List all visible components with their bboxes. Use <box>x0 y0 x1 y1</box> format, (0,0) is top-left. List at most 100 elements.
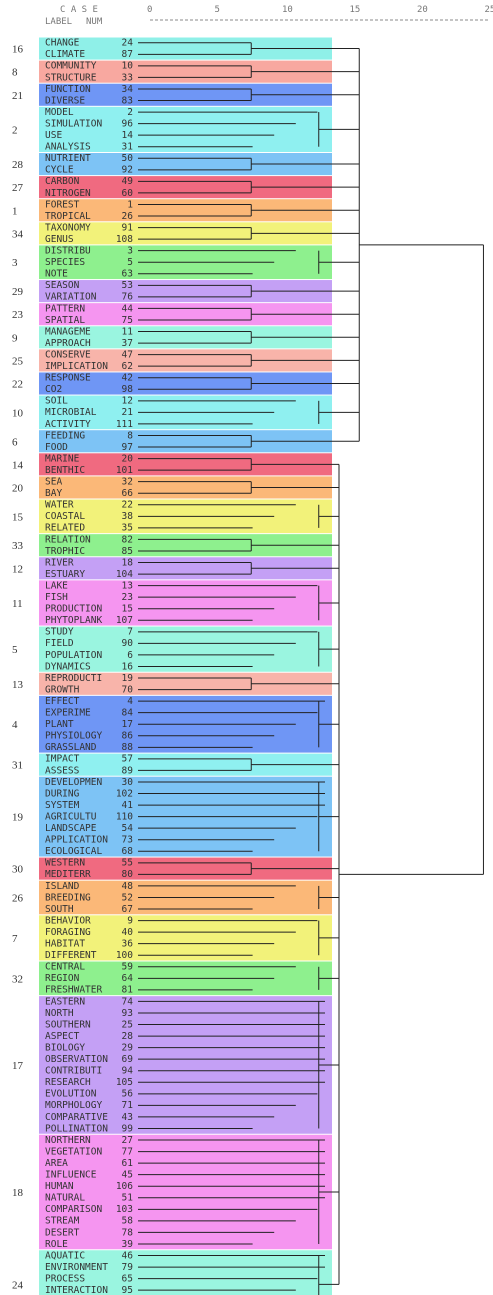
item-number: 100 <box>116 950 133 961</box>
item-label: STRUCTURE <box>45 72 97 83</box>
cluster-band <box>39 915 332 961</box>
item-number: 90 <box>122 638 134 649</box>
item-label: GRASSLAND <box>45 742 97 753</box>
item-number: 1 <box>127 199 133 210</box>
item-number: 98 <box>122 384 134 395</box>
item-label: DURING <box>45 788 80 799</box>
item-number: 2 <box>127 107 133 118</box>
cluster-number: 32 <box>12 973 23 985</box>
item-number: 75 <box>122 315 133 326</box>
item-label: MODEL <box>45 107 74 118</box>
cluster-band <box>39 60 332 83</box>
item-number: 53 <box>122 280 133 291</box>
cluster-number: 9 <box>12 332 18 344</box>
item-label: RESEARCH <box>45 1077 91 1088</box>
scale-tick-label: 25 <box>485 5 493 15</box>
item-label: DESERT <box>45 1227 80 1238</box>
item-label: AQUATIC <box>45 1250 85 1261</box>
item-label: MICROBIAL <box>45 407 97 418</box>
item-number: 103 <box>116 1204 133 1215</box>
item-label: FOREST <box>45 199 80 210</box>
item-number: 52 <box>122 892 133 903</box>
item-number: 105 <box>116 1077 133 1088</box>
cluster-band <box>39 580 332 626</box>
cluster-number: 21 <box>12 90 23 102</box>
cluster-number: 24 <box>12 1279 24 1291</box>
cluster-number: 13 <box>12 679 24 691</box>
cluster-number: 6 <box>12 436 18 448</box>
item-number: 50 <box>122 153 134 164</box>
item-label: CLIMATE <box>45 49 85 60</box>
item-number: 9 <box>127 915 133 926</box>
item-number: 63 <box>122 269 133 280</box>
item-label: EFFECT <box>45 696 80 707</box>
item-label: TROPHIC <box>45 546 85 557</box>
item-label: USE <box>45 130 62 141</box>
item-number: 87 <box>122 49 133 60</box>
item-label: EASTERN <box>45 996 85 1007</box>
item-label: BENTHIC <box>45 465 85 476</box>
item-label: BIOLOGY <box>45 1042 85 1053</box>
item-number: 38 <box>122 511 134 522</box>
item-number: 24 <box>122 38 134 49</box>
item-label: SOUTH <box>45 904 74 915</box>
cluster-band <box>39 626 332 672</box>
item-number: 26 <box>122 211 134 222</box>
item-number: 14 <box>122 130 134 141</box>
item-number: 41 <box>122 800 134 811</box>
item-label: HUMAN <box>45 1181 74 1192</box>
item-number: 28 <box>122 1031 134 1042</box>
item-label: LAKE <box>45 580 68 591</box>
item-number: 12 <box>122 396 133 407</box>
item-label: SOUTHERN <box>45 1019 91 1030</box>
item-number: 99 <box>122 1123 134 1134</box>
item-number: 56 <box>122 1089 134 1100</box>
cluster-number: 1 <box>12 205 18 217</box>
item-number: 44 <box>122 303 134 314</box>
item-number: 7 <box>127 627 133 638</box>
scale-tick-label: 5 <box>215 5 220 15</box>
item-label: ACTIVITY <box>45 419 91 430</box>
item-number: 78 <box>122 1227 134 1238</box>
item-label: NORTH <box>45 1008 74 1019</box>
cluster-band <box>39 476 332 499</box>
item-label: ENVIRONMENT <box>45 1262 108 1273</box>
item-label: APPROACH <box>45 338 91 349</box>
item-number: 93 <box>122 1008 133 1019</box>
item-label: ESTUARY <box>45 569 85 580</box>
item-number: 106 <box>116 1181 133 1192</box>
item-label: IMPLICATION <box>45 361 108 372</box>
cluster-band <box>39 222 332 245</box>
num-column-header: NUM <box>86 17 103 27</box>
item-label: SEA <box>45 477 62 488</box>
item-number: 94 <box>122 1066 134 1077</box>
item-label: DYNAMICS <box>45 661 91 672</box>
item-label: RELATION <box>45 534 91 545</box>
item-label: GROWTH <box>45 684 80 695</box>
item-label: VEGETATION <box>45 1146 102 1157</box>
item-number: 83 <box>122 95 133 106</box>
item-label: OBSERVATION <box>45 1054 108 1065</box>
scale-tick-label: 20 <box>417 5 428 15</box>
item-label: NITROGEN <box>45 188 91 199</box>
item-label: LANDSCAPE <box>45 823 97 834</box>
item-number: 96 <box>122 118 134 129</box>
item-number: 58 <box>122 1216 134 1227</box>
scale-ticks: 0 5 10 15 20 25 <box>147 5 493 15</box>
item-number: 48 <box>122 881 134 892</box>
item-label: PHYSIOLOGY <box>45 731 102 742</box>
item-label: CYCLE <box>45 165 74 176</box>
cluster-number: 14 <box>12 459 24 471</box>
item-label: CONSERVE <box>45 349 91 360</box>
item-label: DIFFERENT <box>45 950 97 961</box>
item-number: 46 <box>122 1250 134 1261</box>
item-number: 76 <box>122 292 134 303</box>
item-number: 66 <box>122 488 134 499</box>
item-number: 64 <box>122 973 134 984</box>
item-label: NORTHERN <box>45 1135 91 1146</box>
cluster-number: 31 <box>12 760 23 772</box>
item-label: PLANT <box>45 719 74 730</box>
item-label: IMPACT <box>45 754 80 765</box>
item-number: 39 <box>122 1239 134 1250</box>
